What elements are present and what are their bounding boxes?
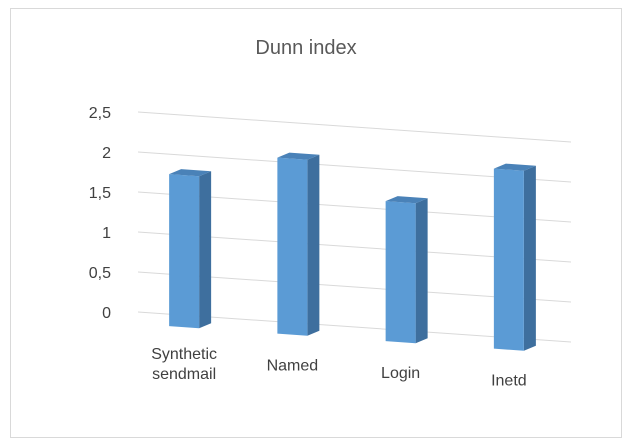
x-category-label: Inetd — [491, 373, 527, 390]
y-tick-label: 0,5 — [89, 265, 111, 282]
y-tick-label: 2,5 — [89, 105, 111, 122]
y-tick-label: 1,5 — [89, 185, 111, 202]
bars — [169, 152, 536, 351]
bar-side-face — [199, 171, 212, 329]
y-tick-label: 0 — [102, 305, 111, 322]
chart-svg: Dunn index 0 0,5 1 1,5 2 2,5 Synthetic sendmai… — [89, 37, 572, 390]
bar-front-face — [169, 174, 200, 329]
y-tick-label: 2 — [102, 145, 111, 162]
bar-front-face — [385, 201, 416, 344]
bar — [493, 163, 536, 351]
bar — [277, 152, 320, 336]
bar-side-face — [307, 154, 320, 336]
y-tick-label: 1 — [102, 225, 111, 242]
bar-top-face — [493, 163, 536, 171]
x-axis-categories: Synthetic sendmail Named Login Inetd — [151, 346, 526, 390]
x-category-label: Synthetic sendmail — [151, 346, 217, 383]
gridline — [137, 111, 572, 143]
bar-side-face — [523, 165, 536, 351]
bar-side-face — [415, 198, 428, 344]
bar-top-face — [385, 196, 428, 204]
bar-front-face — [277, 157, 308, 336]
bar — [169, 169, 212, 329]
bar-front-face — [493, 168, 524, 351]
bar-top-face — [169, 169, 212, 177]
x-category-label: Login — [381, 365, 420, 382]
y-axis-ticks: 0 0,5 1 1,5 2 2,5 — [89, 105, 111, 322]
bar-top-face — [277, 152, 320, 160]
x-category-label: Named — [267, 358, 319, 375]
bar — [385, 196, 428, 344]
chart-title: Dunn index — [255, 37, 356, 59]
chart-frame: Dunn index 0 0,5 1 1,5 2 2,5 Synthetic sendmai… — [10, 8, 622, 438]
